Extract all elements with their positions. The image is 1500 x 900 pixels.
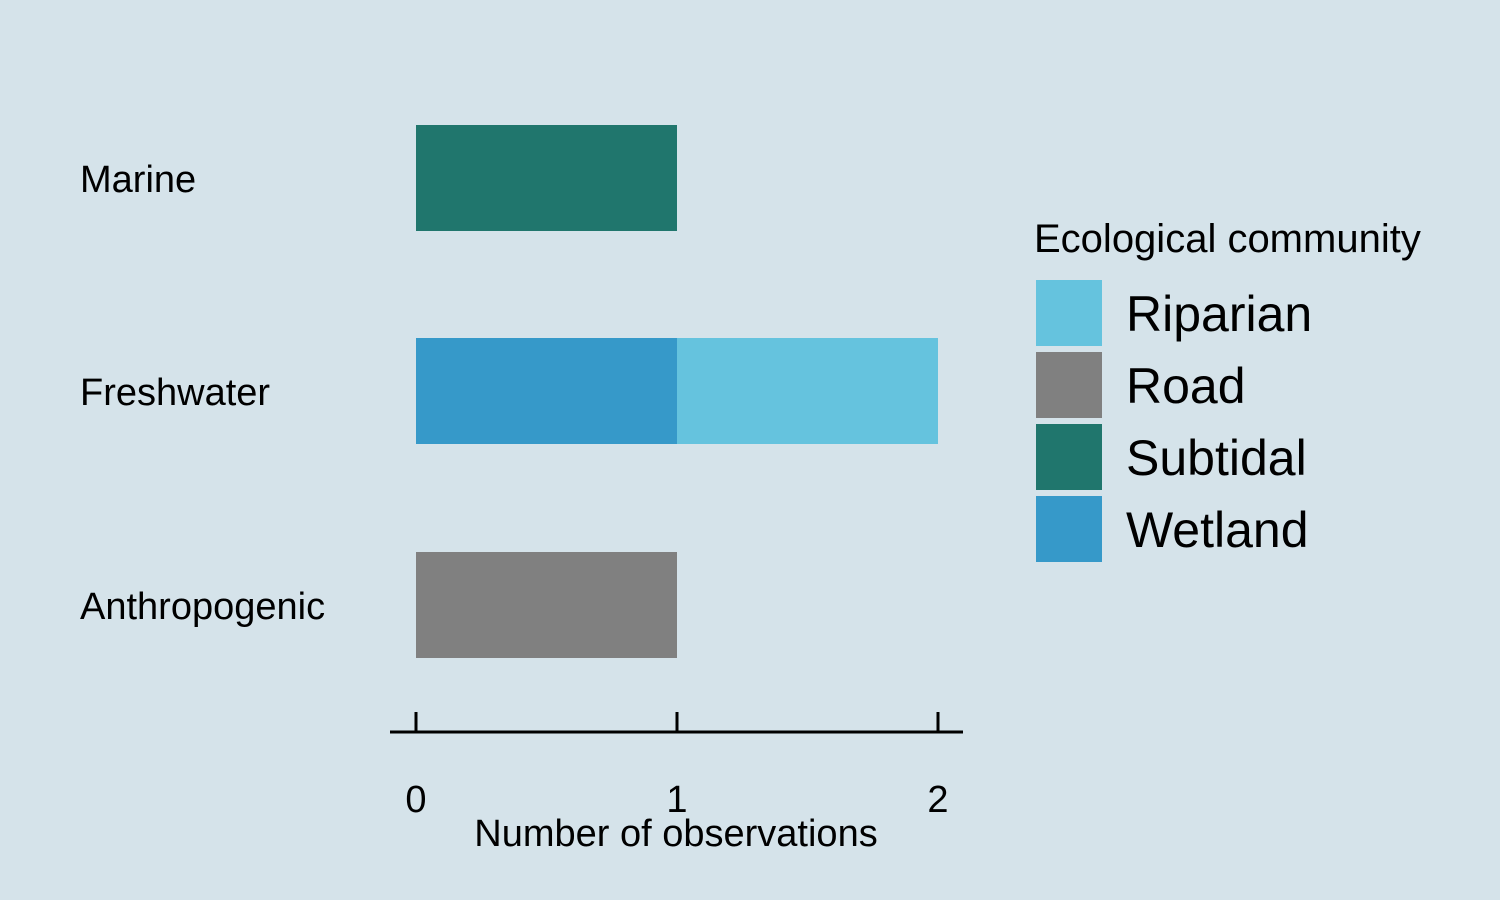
legend-swatch-riparian [1036,280,1102,346]
legend: Ecological community Riparian Road Subtida… [1034,217,1421,562]
x-tick-label-1: 1 [666,779,687,821]
x-axis: 0 1 2 [390,712,963,821]
legend-swatch-road [1036,352,1102,418]
x-axis-title: Number of observations [474,813,877,855]
x-tick-label-2: 2 [927,779,948,821]
x-tick-label-0: 0 [405,779,426,821]
bar-freshwater-wetland [416,338,677,444]
bars-group [416,125,938,658]
category-labels: Marine Freshwater Anthropogenic [80,159,325,628]
legend-label-wetland: Wetland [1126,502,1309,558]
legend-label-riparian: Riparian [1126,286,1312,342]
category-label-marine: Marine [80,159,196,201]
legend-label-road: Road [1126,358,1246,414]
category-label-anthropogenic: Anthropogenic [80,586,325,628]
legend-swatch-subtidal [1036,424,1102,490]
legend-title: Ecological community [1034,217,1421,261]
bar-freshwater-riparian [677,338,938,444]
bar-marine-subtidal [416,125,677,231]
legend-label-subtidal: Subtidal [1126,430,1307,486]
bar-anthropogenic-road [416,552,677,658]
legend-swatch-wetland [1036,496,1102,562]
category-label-freshwater: Freshwater [80,372,270,414]
